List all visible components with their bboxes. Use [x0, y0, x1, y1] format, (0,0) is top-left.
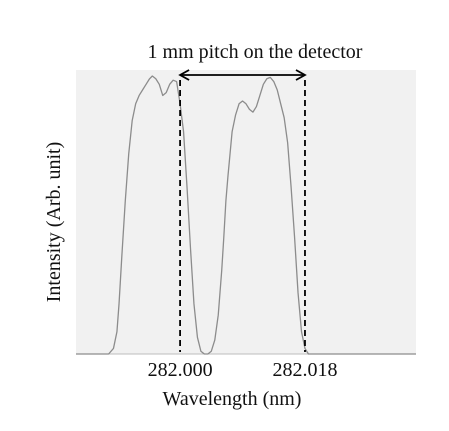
pitch-arrow-head-right — [295, 69, 307, 81]
pitch-arrow-head-left — [178, 69, 190, 81]
annotation-label: 1 mm pitch on the detector — [148, 41, 363, 63]
series-layer — [76, 75, 416, 355]
x-tick-label-0: 282.000 — [148, 359, 213, 381]
series-line-0 — [76, 75, 416, 355]
x-tick-label-1: 282.018 — [272, 359, 337, 381]
annotation-layer — [178, 69, 307, 352]
x-tick-labels: 282.000 282.018 — [148, 359, 338, 381]
y-axis-label: Intensity (Arb. unit) — [43, 142, 65, 303]
x-axis-label: Wavelength (nm) — [163, 388, 302, 410]
plot-area-background — [76, 70, 416, 354]
